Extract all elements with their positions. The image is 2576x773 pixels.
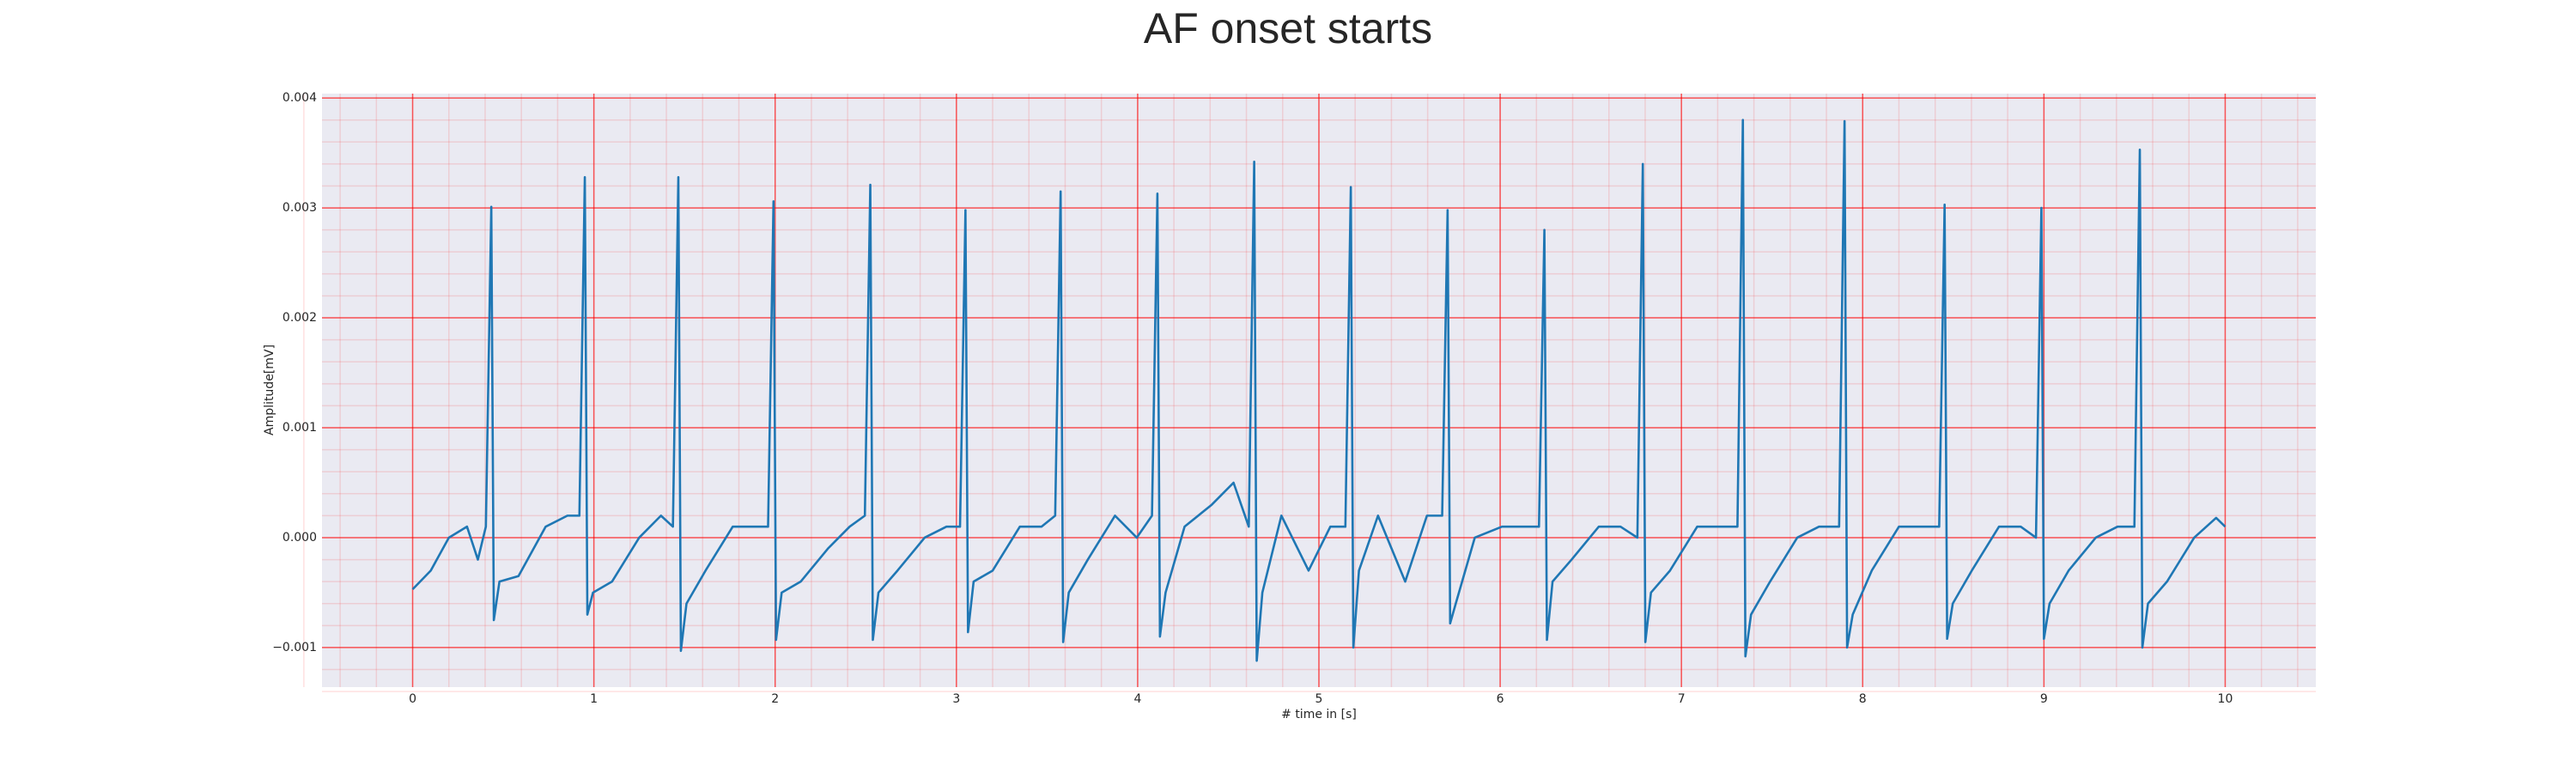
y-tick-label: 0.002	[283, 311, 317, 325]
x-tick-label: 3	[952, 692, 960, 706]
x-tick-label: 10	[2218, 692, 2233, 706]
x-tick-label: 8	[1859, 692, 1867, 706]
x-tick-label: 2	[771, 692, 779, 706]
y-tick-label: −0.001	[272, 641, 317, 654]
x-tick-label: 7	[1678, 692, 1686, 706]
x-tick-label: 6	[1497, 692, 1504, 706]
x-tick-label: 9	[2040, 692, 2048, 706]
x-tick-label: 5	[1315, 692, 1323, 706]
y-tick-label: 0.004	[283, 91, 317, 105]
y-tick-label: 0.001	[283, 421, 317, 435]
x-tick-label: 1	[590, 692, 598, 706]
signal-line	[411, 119, 2227, 662]
y-tick-label: 0.000	[283, 531, 317, 545]
y-axis-label: Amplitude[mV]	[263, 344, 276, 435]
chart-title: AF onset starts	[1144, 4, 1432, 52]
x-axis-label: # time in [s]	[1281, 708, 1357, 721]
y-tick-label: 0.003	[283, 201, 317, 215]
x-tick-label: 4	[1133, 692, 1141, 706]
x-tick-label: 0	[409, 692, 416, 706]
